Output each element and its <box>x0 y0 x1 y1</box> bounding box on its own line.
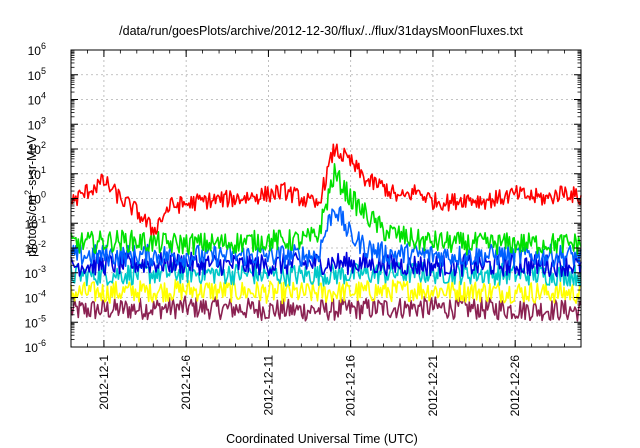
series-line <box>70 163 582 256</box>
y-tick-label: 101 <box>28 165 46 182</box>
y-axis-label-prefix: protons/cm <box>25 195 39 257</box>
x-tick-label: 2012-12-21 <box>426 355 440 417</box>
y-tick-label: 100 <box>28 190 46 207</box>
chart-title: /data/run/goesPlots/archive/2012-12-30/f… <box>119 24 523 38</box>
y-tick-label: 10-1 <box>25 214 46 231</box>
y-axis-label: protons/cm2-s-sr-MeV <box>23 134 39 256</box>
y-tick-label: 103 <box>28 115 46 132</box>
x-tick-label: 2012-12-6 <box>179 355 193 410</box>
y-tick-label: 105 <box>28 66 46 83</box>
y-tick-label: 10-3 <box>25 264 46 281</box>
x-tick-label: 2012-12-1 <box>97 355 111 410</box>
y-tick-label: 104 <box>28 91 46 108</box>
x-tick-label: 2012-12-11 <box>261 355 275 416</box>
series-line <box>70 143 582 236</box>
x-tick-label: 2012-12-16 <box>344 355 358 417</box>
y-axis-label-superscript: 2 <box>23 190 33 195</box>
series-line <box>70 278 582 305</box>
x-tick-label: 2012-12-26 <box>508 355 522 417</box>
y-axis-label-suffix: -s-sr-MeV <box>25 134 39 190</box>
y-tick-label: 10-6 <box>25 338 46 355</box>
y-tick-label: 102 <box>28 140 46 157</box>
y-tick-label: 10-5 <box>25 313 46 330</box>
axis-ticks: 10-6 10-5 10-4 10-3 10-2 10-1 100 101 102 103 104 1… <box>25 41 582 417</box>
data-series <box>70 143 582 322</box>
y-tick-label: 10-2 <box>25 239 46 256</box>
y-tick-label: 10-4 <box>25 289 46 306</box>
x-axis-label: Coordinated Universal Time (UTC) <box>226 432 418 446</box>
y-tick-label: 106 <box>28 41 46 58</box>
